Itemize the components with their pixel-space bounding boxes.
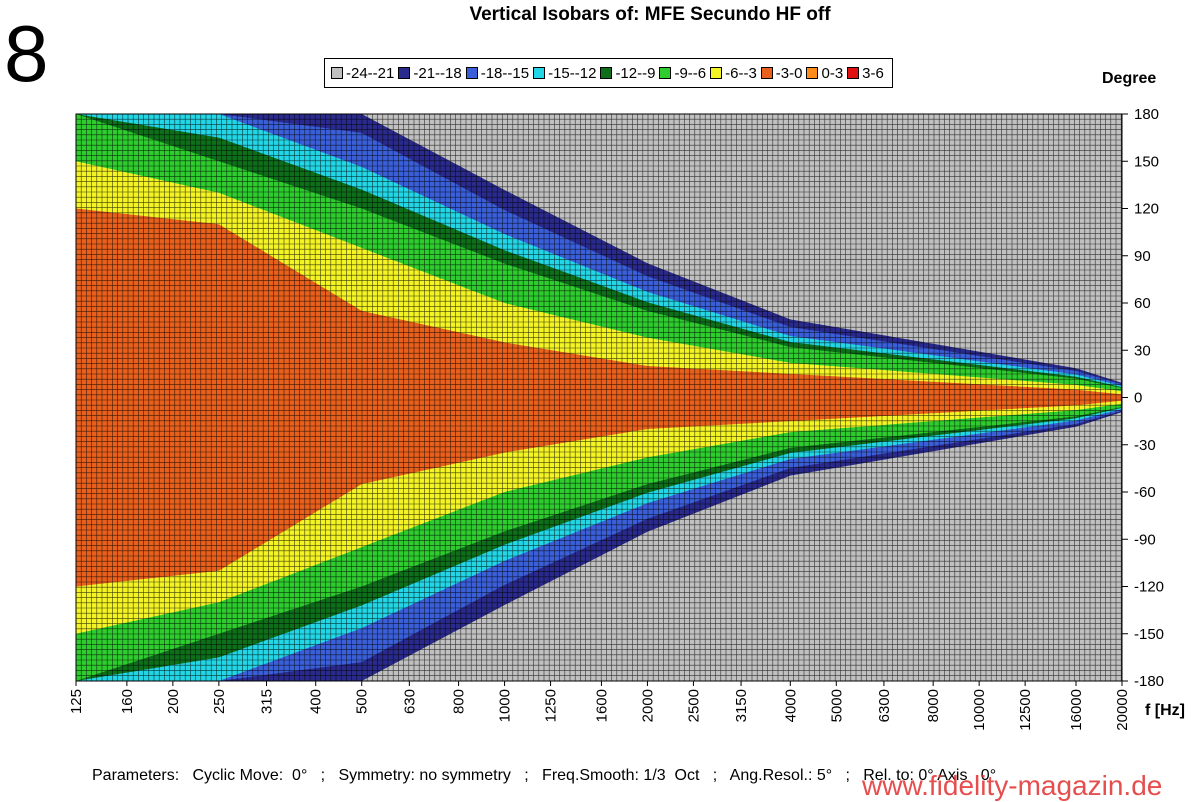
legend-item: -6--3 bbox=[710, 65, 757, 82]
x-tick-label: 5000 bbox=[828, 689, 845, 722]
legend-swatch bbox=[760, 67, 773, 79]
y-tick-label: 180 bbox=[1134, 106, 1159, 123]
y-tick-label: 60 bbox=[1134, 295, 1151, 312]
y-tick-label: 150 bbox=[1134, 153, 1159, 170]
legend-item: -9--6 bbox=[659, 65, 706, 82]
y-tick-label: -60 bbox=[1134, 484, 1156, 501]
x-tick-label: 800 bbox=[451, 689, 468, 714]
legend-item: 3-6 bbox=[847, 65, 884, 82]
legend-swatch bbox=[331, 67, 343, 79]
y-tick-label: 120 bbox=[1134, 201, 1159, 218]
y-tick-label: -30 bbox=[1134, 437, 1156, 454]
watermark: www.fidelity-magazin.de bbox=[862, 770, 1163, 801]
x-tick-label: 250 bbox=[211, 689, 228, 714]
legend-label: -21--18 bbox=[413, 64, 462, 82]
x-axis-label: f [Hz] bbox=[1145, 702, 1185, 719]
y-tick-label: -90 bbox=[1134, 531, 1156, 548]
figure-number: 8 bbox=[4, 9, 49, 98]
legend-swatch bbox=[533, 67, 546, 79]
legend-item: -18--15 bbox=[465, 64, 530, 82]
y-tick-label: -180 bbox=[1134, 673, 1164, 690]
x-tick-label: 2500 bbox=[685, 689, 702, 722]
x-tick-label: 200 bbox=[165, 689, 182, 714]
x-tick-label: 160 bbox=[119, 689, 136, 714]
plot-grid bbox=[75, 113, 1122, 682]
legend-swatch bbox=[710, 67, 723, 79]
legend-swatch bbox=[600, 67, 613, 79]
x-tick-label: 4000 bbox=[782, 689, 799, 722]
x-tick-label: 10000 bbox=[971, 689, 988, 731]
legend-item: -3-0 bbox=[760, 64, 803, 82]
legend-swatch bbox=[659, 67, 672, 79]
x-tick-label: 3150 bbox=[733, 689, 750, 722]
legend-label: -3-0 bbox=[775, 64, 803, 82]
chart-legend: -24--21 -21--18 -18--15 -15--12 -12--9 -9--6-… bbox=[324, 58, 893, 88]
x-tick-label: 125 bbox=[68, 689, 85, 714]
x-tick-label: 8000 bbox=[925, 689, 942, 722]
chart-title: Vertical Isobars of: MFE Secundo HF off bbox=[469, 4, 831, 25]
legend-item: -15--12 bbox=[533, 65, 596, 82]
y-tick-label: 90 bbox=[1134, 248, 1151, 265]
x-tick-label: 20000 bbox=[1114, 689, 1131, 731]
parameters-line: Parameters: Cyclic Move: 0° ; Symmetry: … bbox=[92, 767, 997, 784]
y-tick-label: 0 bbox=[1134, 390, 1142, 407]
x-tick-label: 500 bbox=[354, 689, 371, 714]
x-tick-label: 2000 bbox=[639, 689, 656, 722]
legend-label: -12--9 bbox=[615, 64, 656, 82]
x-tick-label: 630 bbox=[401, 689, 418, 714]
legend-swatch bbox=[806, 67, 819, 79]
legend-label: -24--21 bbox=[346, 64, 395, 82]
legend-item: -24--21 bbox=[331, 65, 394, 82]
legend-label: -18--15 bbox=[480, 64, 530, 82]
legend-label: -15--12 bbox=[548, 64, 597, 82]
y-tick-label: -120 bbox=[1134, 579, 1164, 596]
x-tick-label: 1000 bbox=[497, 689, 514, 722]
y-tick-label: -150 bbox=[1134, 626, 1164, 643]
legend-swatch bbox=[398, 67, 411, 79]
legend-swatch bbox=[465, 67, 478, 79]
legend-label: -9--6 bbox=[674, 64, 707, 82]
legend-label: -6--3 bbox=[725, 64, 757, 82]
x-tick-label: 1250 bbox=[543, 689, 560, 722]
legend-label: 0-3 bbox=[821, 64, 844, 82]
x-tick-label: 12500 bbox=[1017, 689, 1034, 731]
x-tick-label: 400 bbox=[308, 689, 325, 714]
y-axis-label: Degree bbox=[1102, 70, 1157, 87]
x-tick-label: 6300 bbox=[876, 689, 893, 722]
x-tick-label: 1600 bbox=[593, 689, 610, 722]
y-tick-label: 30 bbox=[1134, 342, 1151, 359]
x-tick-label: 16000 bbox=[1068, 689, 1085, 731]
legend-item: -12--9 bbox=[600, 65, 655, 82]
x-tick-label: 315 bbox=[258, 689, 275, 714]
contour-layers bbox=[76, 114, 1122, 681]
band-3-0 bbox=[76, 208, 1122, 587]
legend-label: 3-6 bbox=[862, 64, 884, 82]
legend-swatch bbox=[847, 67, 860, 79]
legend-item: -21--18 bbox=[398, 64, 462, 82]
legend-item: 0-3 bbox=[806, 65, 843, 82]
